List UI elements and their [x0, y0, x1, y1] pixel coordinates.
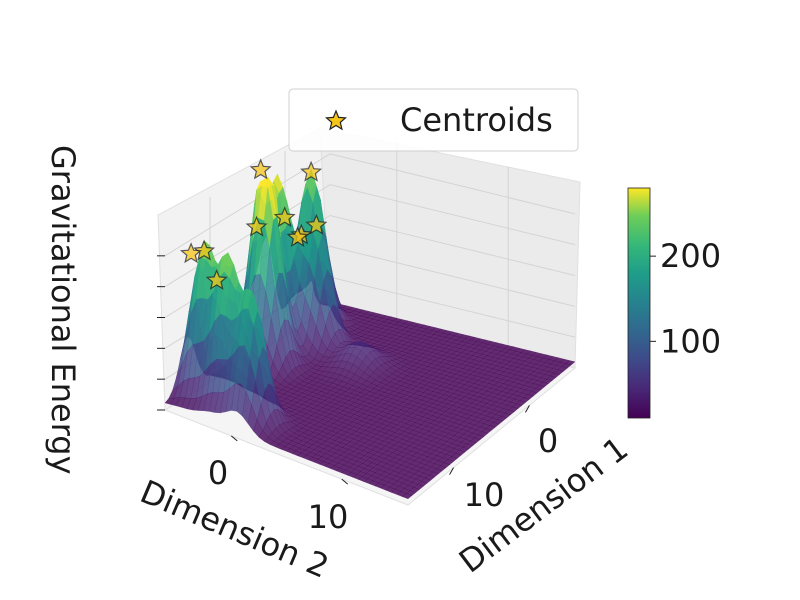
- colorbar-tick-label: 100: [660, 322, 721, 360]
- centroid-star: [179, 242, 203, 264]
- colorbar: 100 200: [627, 187, 721, 419]
- x-tick-mark: [341, 478, 349, 485]
- centroid-markers: [179, 158, 328, 290]
- centroid-star: [193, 239, 216, 261]
- centroid-star: [205, 268, 228, 290]
- colorbar-gradient: [627, 187, 651, 419]
- y-tick-mark: [525, 405, 530, 413]
- gridline: [164, 153, 331, 257]
- axes: [157, 255, 530, 485]
- centroid-star: [300, 160, 323, 182]
- gridline: [329, 245, 576, 307]
- colorbar-tick-label: 200: [660, 237, 721, 275]
- surface-patch: [402, 493, 413, 500]
- x-tick-label: 10: [464, 476, 505, 514]
- x-tick-label: 0: [538, 422, 558, 460]
- centroid-star: [286, 226, 309, 247]
- centroid-star: [305, 213, 328, 235]
- y-tick-mark: [449, 467, 454, 475]
- legend: Centroids: [288, 88, 579, 152]
- y-tick-label: 0: [208, 454, 228, 492]
- gridline: [329, 215, 576, 276]
- legend-star-marker: [325, 109, 347, 131]
- centroid-star: [245, 215, 268, 237]
- x-tick-mark: [230, 435, 238, 442]
- gridline: [329, 184, 576, 246]
- centroid-star: [273, 206, 296, 228]
- centroid-star: [249, 158, 272, 180]
- legend-label: Centroids: [400, 101, 553, 139]
- gridline: [329, 276, 576, 338]
- z-axis-label: Gravitational Energy: [44, 145, 82, 475]
- y-tick-label: 10: [308, 498, 349, 536]
- y-axis-label: Dimension 2: [135, 472, 335, 585]
- gridline: [329, 153, 576, 215]
